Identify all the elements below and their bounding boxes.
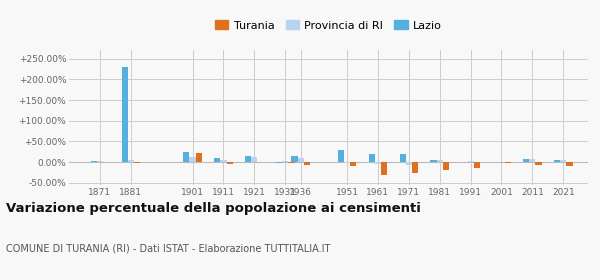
- Legend: Turania, Provincia di RI, Lazio: Turania, Provincia di RI, Lazio: [211, 16, 446, 35]
- Bar: [214, 158, 220, 162]
- Bar: [128, 160, 134, 162]
- Bar: [375, 162, 381, 164]
- Bar: [400, 154, 406, 162]
- Bar: [344, 162, 350, 163]
- Bar: [437, 160, 443, 162]
- Bar: [282, 161, 289, 162]
- Bar: [566, 162, 572, 166]
- Bar: [196, 153, 202, 162]
- Bar: [381, 162, 387, 175]
- Bar: [338, 150, 344, 162]
- Bar: [505, 162, 511, 163]
- Bar: [350, 162, 356, 166]
- Bar: [91, 161, 97, 162]
- Bar: [184, 152, 190, 162]
- Bar: [473, 162, 480, 168]
- Bar: [190, 157, 196, 162]
- Bar: [304, 162, 310, 165]
- Bar: [560, 160, 566, 162]
- Bar: [289, 162, 295, 163]
- Bar: [122, 67, 128, 162]
- Bar: [523, 159, 529, 162]
- Bar: [134, 162, 140, 163]
- Bar: [554, 160, 560, 162]
- Bar: [298, 158, 304, 162]
- Bar: [97, 161, 103, 162]
- Bar: [220, 160, 227, 162]
- Bar: [245, 156, 251, 162]
- Bar: [406, 162, 412, 165]
- Bar: [227, 162, 233, 164]
- Bar: [276, 162, 282, 163]
- Bar: [535, 162, 542, 165]
- Bar: [368, 154, 375, 162]
- Bar: [529, 159, 535, 162]
- Bar: [467, 161, 473, 162]
- Bar: [430, 160, 437, 162]
- Text: Variazione percentuale della popolazione ai censimenti: Variazione percentuale della popolazione…: [6, 202, 421, 214]
- Bar: [412, 162, 418, 173]
- Bar: [251, 157, 257, 162]
- Bar: [292, 156, 298, 162]
- Text: COMUNE DI TURANIA (RI) - Dati ISTAT - Elaborazione TUTTITALIA.IT: COMUNE DI TURANIA (RI) - Dati ISTAT - El…: [6, 244, 331, 254]
- Bar: [443, 162, 449, 170]
